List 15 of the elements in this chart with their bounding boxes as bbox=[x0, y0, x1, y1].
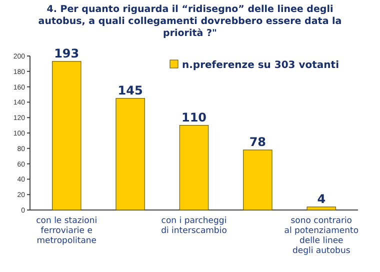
chart-title: 4. Per quanto riguarda il “ridisegno” delle linee degli autobus, a quali collegamenti dovrebbero essere data la priorità ?" bbox=[38, 4, 342, 39]
x-tick-label: sono contrario al potenziamento delle linee degli autobus bbox=[284, 216, 359, 256]
x-tick-label: con le stazioni ferroviarie e metropolitane bbox=[36, 216, 98, 246]
x-tick-label: con i parcheggi di interscambio bbox=[161, 216, 227, 236]
data-label: 193 bbox=[54, 46, 80, 60]
bar bbox=[52, 61, 82, 210]
data-label: 78 bbox=[249, 134, 266, 149]
data-label: 110 bbox=[181, 110, 207, 124]
data-label: 145 bbox=[118, 83, 143, 98]
bar bbox=[116, 98, 145, 210]
bar bbox=[306, 206, 336, 210]
bar bbox=[179, 125, 209, 210]
bar bbox=[243, 150, 272, 210]
data-label: 4 bbox=[317, 192, 326, 206]
legend-label: n.preferenze su 303 votanti bbox=[182, 60, 339, 71]
